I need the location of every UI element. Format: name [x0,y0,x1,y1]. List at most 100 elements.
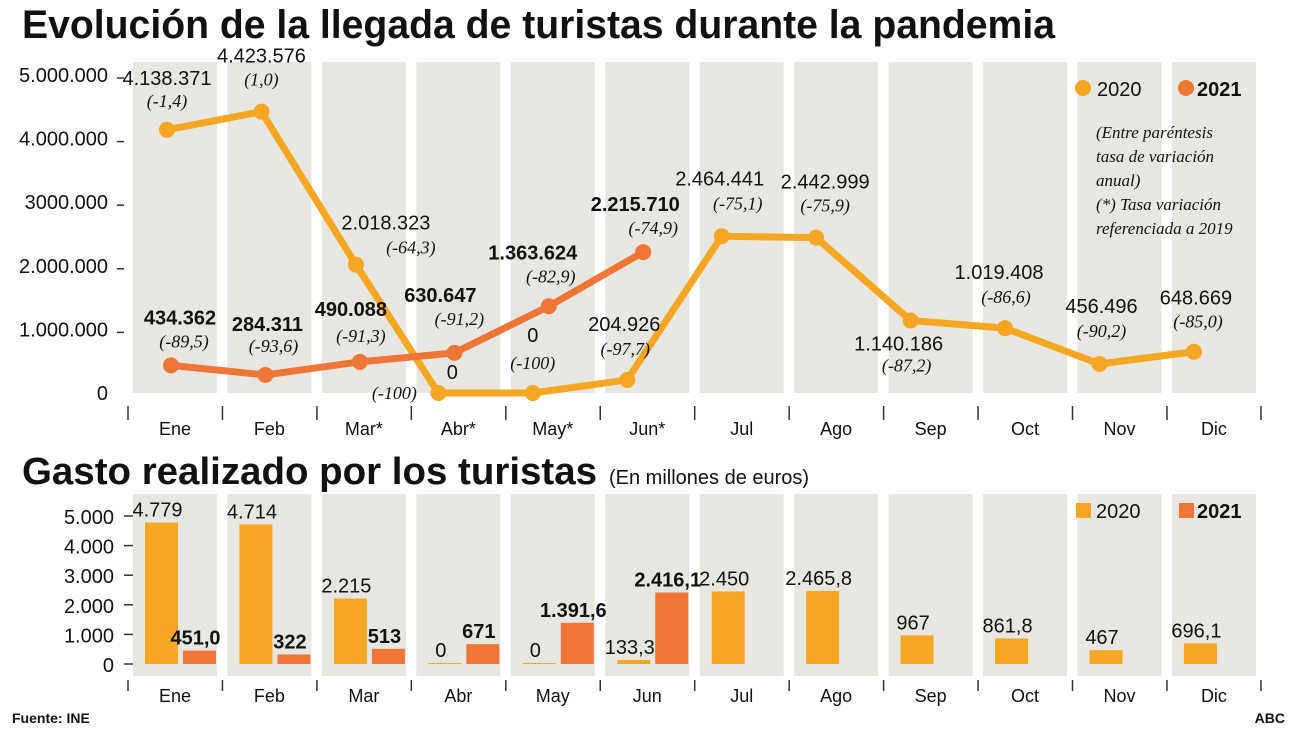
data-point-2020 [253,103,270,120]
data-label-2020: 648.669 [1160,288,1232,310]
variation-label-2020: (1,0) [244,70,279,91]
bar-2020 [995,638,1029,664]
bar-2020 [239,524,273,664]
month-label: Ene [159,686,191,706]
note-line: (*) Tasa variación [1096,195,1221,214]
bar-chart-title: Gasto realizado por los turistas (En mil… [22,451,809,493]
legend-label-2020: 2020 [1097,79,1142,101]
data-point-2021 [446,344,463,361]
legend-label-2020: 2020 [1096,501,1141,523]
legend-marker-2021 [1179,503,1194,518]
variation-label-2020: (-75,9) [800,196,849,217]
variation-label-2021: (-91,2) [435,309,484,330]
month-panel [794,62,879,393]
y-tick-label: 4.000 [64,537,114,559]
bar-label-2020: 696,1 [1171,620,1221,642]
month-label: Feb [254,686,285,706]
variation-label-2020: (-87,2) [882,355,931,376]
data-label-2020: 4.138.371 [123,68,212,90]
y-tick-label: 2.000.000 [19,256,108,278]
note-line: (Entre paréntesis [1096,123,1213,142]
y-tick-label: 5.000.000 [19,65,108,87]
y-tick-label: 0 [103,655,114,677]
data-point-2020 [713,228,730,245]
bar-2020 [806,591,840,664]
bar-2020 [333,598,367,664]
data-point-2020 [430,385,447,401]
variation-label-2020: (-85,0) [1173,312,1222,333]
brand-label: ABC [1255,710,1285,726]
month-label: Jul [730,686,753,706]
variation-label-2021: (-93,6) [249,336,298,357]
y-tick-label: 3.000 [64,566,114,588]
bar-label-2020: 861,8 [983,615,1033,637]
data-label-2021: 284.311 [232,314,303,336]
y-tick-label: 5.000 [64,507,114,529]
y-tick-label: 3000.000 [25,192,108,214]
month-label: Oct [1011,686,1039,706]
bar-label-2021: 2.416,1 [634,569,701,591]
variation-label-2020: (-75,1) [713,193,762,214]
month-label: Mar* [345,419,383,439]
month-label: Ago [820,686,852,706]
y-tick-label: 1.000.000 [19,319,108,341]
bar-label-2020: 4.779 [132,500,182,522]
variation-label-2021: (-82,9) [526,266,575,287]
month-label: Mar [348,686,379,706]
month-label: Ago [820,419,852,439]
data-point-2021 [635,244,652,261]
note-line: referenciada a 2019 [1096,219,1233,238]
variation-label-2021: (-89,5) [159,331,208,352]
bar-2021 [371,648,405,664]
variation-label-2020: (-86,6) [981,287,1030,308]
variation-label-2020: (-90,2) [1077,321,1126,342]
variation-label-2020: (-1,4) [147,91,187,112]
data-label-2020: 2.018.323 [341,213,430,235]
data-label-2021: 2.215.710 [591,194,680,216]
data-point-2020 [1091,355,1108,372]
variation-label-2020: (-100) [510,353,555,374]
bar-2020 [428,663,462,664]
bar-label-2021: 671 [462,621,495,643]
month-label: Sep [915,419,947,439]
bar-label-2020: 133,3 [605,637,655,659]
note-line: tasa de variación [1096,147,1214,166]
data-point-2020 [902,312,919,329]
bar-2021 [277,654,311,664]
month-panel [699,62,784,393]
legend-marker-2021 [1178,80,1194,96]
data-label-2021: 630.647 [404,285,476,307]
month-label: Dic [1201,419,1227,439]
series-line-2020 [166,108,1195,397]
data-point-2021 [163,357,179,374]
data-point-2020 [347,256,364,273]
source-note: Fuente: INE [12,710,90,726]
data-label-2020: 0 [447,362,458,384]
variation-label-2020: (-64,3) [386,238,435,259]
month-label: Nov [1103,419,1135,439]
month-label: Jun [633,686,662,706]
data-label-2020: 1.019.408 [955,262,1044,284]
data-point-2020 [524,385,541,401]
month-panel [605,62,690,393]
month-panel [1171,62,1256,393]
month-label: Oct [1011,419,1039,439]
bar-label-2020: 0 [435,640,446,662]
legend-marker-2020 [1076,503,1091,518]
variation-label-2021: (-74,9) [629,218,678,239]
data-point-2020 [1185,343,1202,360]
legend-marker-2020 [1075,80,1091,96]
month-label: Abr* [441,419,476,439]
bar-label-2020: 967 [896,612,929,634]
data-point-2020 [619,371,636,388]
bar-label-2020: 2.215 [321,575,371,597]
bar-2020 [145,522,178,664]
bar-2021 [560,622,594,664]
data-label-2020: 4.423.576 [217,46,306,68]
bar-label-2020: 2.450 [699,568,749,590]
bar-label-2021: 322 [273,631,306,653]
bar-label-2021: 451,0 [170,628,220,650]
month-panel [510,62,595,393]
bar-2020 [1089,650,1123,664]
